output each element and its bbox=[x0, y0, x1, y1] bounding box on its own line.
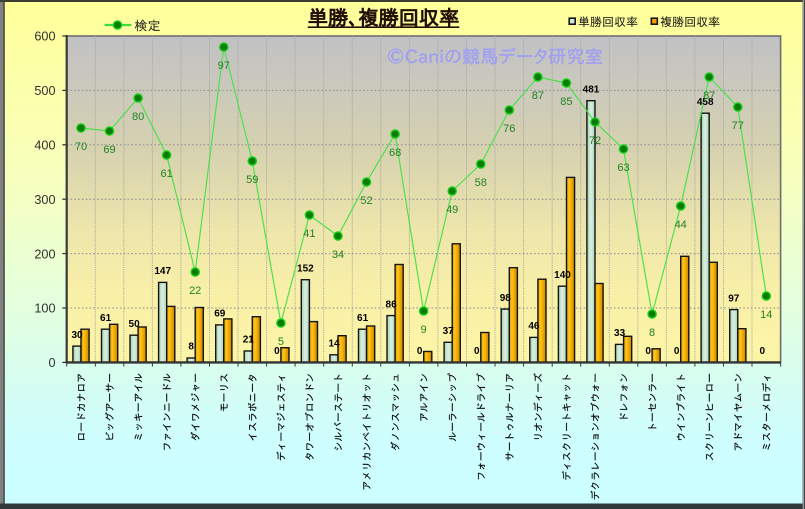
svg-text:86: 86 bbox=[386, 299, 398, 310]
svg-text:87: 87 bbox=[703, 90, 715, 102]
svg-text:52: 52 bbox=[360, 195, 372, 207]
svg-text:5: 5 bbox=[278, 336, 284, 348]
svg-text:80: 80 bbox=[132, 111, 144, 123]
svg-text:70: 70 bbox=[75, 141, 87, 153]
svg-text:61: 61 bbox=[100, 313, 112, 324]
svg-text:0: 0 bbox=[274, 346, 280, 357]
svg-text:97: 97 bbox=[728, 293, 740, 304]
svg-text:85: 85 bbox=[560, 96, 572, 108]
svg-text:34: 34 bbox=[332, 249, 344, 261]
svg-text:61: 61 bbox=[160, 168, 172, 180]
svg-text:59: 59 bbox=[246, 174, 258, 186]
svg-text:0: 0 bbox=[48, 356, 55, 370]
svg-text:33: 33 bbox=[614, 328, 626, 339]
svg-text:37: 37 bbox=[443, 326, 455, 337]
svg-text:69: 69 bbox=[214, 309, 226, 320]
svg-text:98: 98 bbox=[500, 293, 512, 304]
svg-text:49: 49 bbox=[446, 204, 458, 216]
svg-text:0: 0 bbox=[760, 346, 766, 357]
svg-text:76: 76 bbox=[503, 123, 515, 135]
svg-text:8: 8 bbox=[649, 327, 655, 339]
svg-text:8: 8 bbox=[188, 342, 194, 353]
svg-text:0: 0 bbox=[645, 346, 651, 357]
svg-text:481: 481 bbox=[583, 84, 600, 95]
svg-text:97: 97 bbox=[218, 60, 230, 72]
svg-text:61: 61 bbox=[357, 313, 369, 324]
svg-text:63: 63 bbox=[617, 162, 629, 174]
svg-text:152: 152 bbox=[297, 263, 314, 274]
svg-text:46: 46 bbox=[528, 321, 540, 332]
svg-text:68: 68 bbox=[389, 147, 401, 159]
svg-text:140: 140 bbox=[554, 270, 571, 281]
svg-text:9: 9 bbox=[421, 324, 427, 336]
svg-text:41: 41 bbox=[303, 228, 315, 240]
svg-text:77: 77 bbox=[732, 120, 744, 132]
svg-text:200: 200 bbox=[34, 247, 55, 261]
svg-text:72: 72 bbox=[589, 135, 601, 147]
svg-text:87: 87 bbox=[532, 90, 544, 102]
svg-text:30: 30 bbox=[71, 330, 83, 341]
svg-text:44: 44 bbox=[675, 219, 687, 231]
svg-text:600: 600 bbox=[34, 30, 55, 44]
svg-text:100: 100 bbox=[34, 302, 55, 316]
svg-text:147: 147 bbox=[154, 266, 171, 277]
svg-text:300: 300 bbox=[34, 193, 55, 207]
svg-text:400: 400 bbox=[34, 139, 55, 153]
svg-text:50: 50 bbox=[129, 319, 141, 330]
svg-text:458: 458 bbox=[697, 97, 714, 108]
svg-text:14: 14 bbox=[760, 309, 772, 321]
svg-text:58: 58 bbox=[475, 177, 487, 189]
svg-text:14: 14 bbox=[328, 339, 340, 350]
svg-text:500: 500 bbox=[34, 84, 55, 98]
svg-text:69: 69 bbox=[103, 144, 115, 156]
svg-text:0: 0 bbox=[474, 346, 480, 357]
svg-text:22: 22 bbox=[189, 285, 201, 297]
svg-text:0: 0 bbox=[417, 346, 423, 357]
svg-text:21: 21 bbox=[243, 335, 255, 346]
svg-text:0: 0 bbox=[674, 346, 680, 357]
